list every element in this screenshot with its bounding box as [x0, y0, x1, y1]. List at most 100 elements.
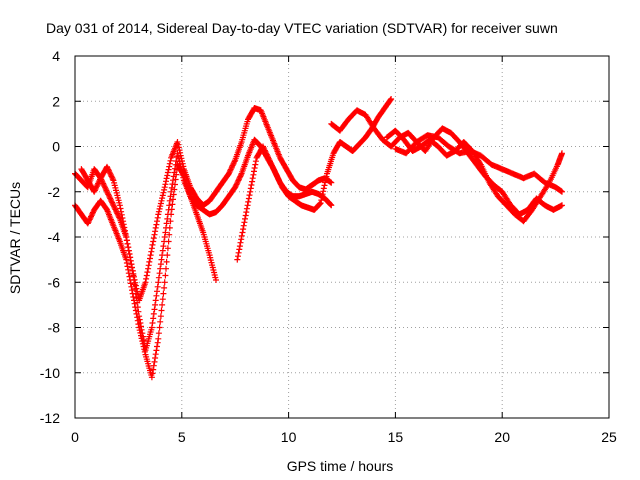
data-point	[119, 215, 126, 221]
data-point	[100, 182, 107, 188]
data-point	[275, 176, 282, 183]
x-tick-label: 5	[178, 429, 186, 445]
data-point	[150, 310, 157, 317]
data-point	[105, 166, 112, 173]
data-point	[234, 256, 241, 263]
data-point	[328, 202, 335, 209]
data-point	[133, 295, 140, 302]
data-point	[163, 175, 170, 182]
series-track-7	[392, 132, 565, 195]
data-point	[251, 165, 258, 171]
data-point	[158, 307, 165, 314]
y-tick-label: -2	[48, 184, 61, 200]
data-point	[157, 265, 164, 272]
data-point	[160, 290, 167, 297]
data-point	[160, 243, 167, 250]
data-point	[154, 288, 160, 295]
data-point	[95, 179, 102, 186]
data-point	[171, 169, 178, 176]
data-point	[123, 237, 130, 244]
data-point	[155, 208, 162, 215]
data-point	[167, 218, 174, 225]
data-point	[243, 205, 250, 212]
data-point	[163, 220, 170, 227]
data-point	[84, 220, 91, 227]
axis-ticks	[74, 55, 610, 419]
y-tick-label: -12	[40, 410, 60, 426]
data-point	[150, 235, 157, 242]
data-point	[249, 175, 256, 182]
tick-labels: 0 5 10 15 20 25 -12 -10 -8 -6 -4 -2 0 2 4	[40, 48, 617, 445]
data-point	[152, 224, 159, 231]
data-point	[155, 335, 162, 342]
data-point	[179, 169, 185, 176]
x-tick-label: 0	[71, 429, 79, 445]
data-point	[88, 213, 94, 220]
y-tick-label: 2	[52, 93, 60, 109]
data-point	[272, 169, 279, 176]
data-point	[174, 150, 181, 157]
y-tick-label: 0	[52, 139, 60, 155]
data-point	[118, 208, 125, 215]
data-point	[174, 139, 181, 145]
data-point	[164, 252, 171, 259]
data-point	[108, 198, 115, 205]
data-point	[124, 263, 131, 270]
data-point	[161, 184, 168, 191]
data-point	[320, 185, 327, 192]
data-point	[170, 177, 176, 184]
data-point	[113, 207, 119, 214]
data-point	[104, 188, 110, 195]
data-point	[166, 197, 173, 204]
data-point	[157, 203, 164, 210]
data-point	[175, 155, 182, 162]
data-point	[130, 272, 137, 279]
data-point	[559, 202, 565, 209]
data-point	[157, 318, 164, 325]
data-point	[159, 296, 166, 303]
data-point	[136, 316, 143, 323]
data-point	[143, 275, 150, 282]
data-point	[238, 232, 245, 239]
data-point	[168, 188, 175, 195]
y-axis-title: SDTVAR / TECUs	[7, 182, 23, 294]
series-track-5	[328, 107, 565, 218]
data-point	[147, 252, 154, 259]
x-tick-label: 10	[281, 429, 297, 445]
data-point	[144, 269, 151, 276]
data-point	[161, 284, 168, 291]
data-point	[161, 234, 168, 240]
y-tick-label: -8	[48, 320, 61, 336]
data-point	[163, 258, 170, 265]
data-point	[156, 324, 163, 331]
data-point	[237, 239, 244, 246]
data-point	[125, 247, 132, 254]
data-point	[388, 96, 395, 102]
data-point	[161, 279, 168, 286]
data-point	[242, 215, 248, 222]
data-point	[159, 252, 166, 259]
data-point	[318, 194, 325, 201]
data-point	[559, 150, 565, 157]
data-point	[127, 257, 134, 264]
x-tick-label: 25	[601, 429, 617, 445]
data-point	[159, 195, 166, 202]
data-point	[107, 170, 114, 177]
data-point	[149, 320, 156, 326]
data-point	[170, 196, 176, 203]
data-point	[138, 326, 145, 333]
data-point	[154, 218, 160, 225]
data-point	[152, 351, 159, 358]
data-point	[252, 158, 259, 165]
data-point	[121, 224, 128, 231]
y-tick-label: -4	[48, 229, 61, 245]
data-point	[162, 272, 169, 279]
data-point	[164, 169, 171, 176]
x-axis-title: GPS time / hours	[287, 458, 394, 474]
data-point	[163, 265, 169, 272]
data-point	[245, 198, 252, 205]
x-tick-label: 20	[494, 429, 510, 445]
data-point	[328, 179, 335, 186]
data-point	[160, 189, 167, 196]
